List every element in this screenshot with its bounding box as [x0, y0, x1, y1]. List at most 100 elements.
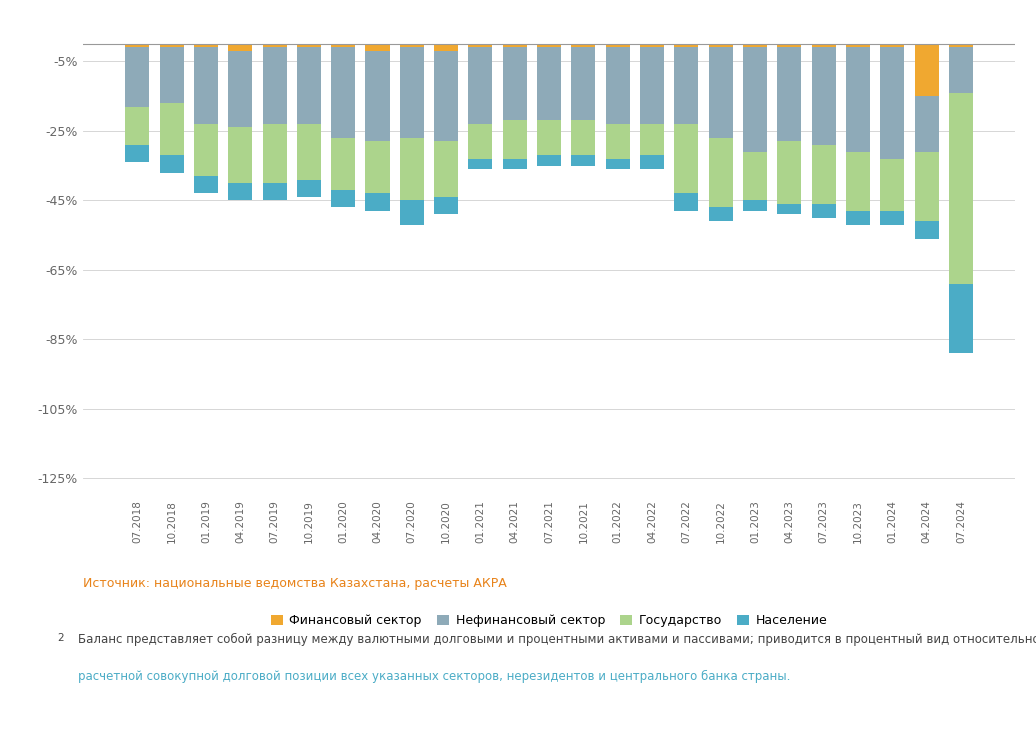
Bar — [400, 47, 424, 138]
Bar — [262, 124, 287, 183]
Bar — [297, 180, 321, 197]
Bar — [640, 44, 664, 47]
Bar — [194, 47, 218, 124]
Bar — [125, 145, 149, 162]
Bar — [606, 124, 630, 158]
Bar — [400, 44, 424, 47]
Bar — [709, 44, 732, 47]
Bar — [811, 47, 836, 145]
Bar — [572, 121, 596, 155]
Bar — [262, 183, 287, 201]
Bar — [537, 44, 562, 47]
Bar — [537, 47, 562, 121]
Bar — [537, 155, 562, 166]
Bar — [160, 44, 183, 47]
Bar — [366, 44, 390, 51]
Bar — [674, 44, 698, 47]
Bar — [949, 283, 973, 353]
Bar — [228, 183, 252, 201]
Bar — [125, 107, 149, 145]
Bar — [674, 47, 698, 124]
Bar — [434, 44, 458, 51]
Bar — [846, 47, 870, 152]
Bar — [194, 44, 218, 47]
Text: Источник: национальные ведомства Казахстана, расчеты АКРА: Источник: национальные ведомства Казахст… — [83, 577, 507, 591]
Bar — [674, 124, 698, 193]
Bar — [502, 121, 526, 158]
Bar — [125, 44, 149, 47]
Bar — [811, 44, 836, 47]
Bar — [743, 201, 767, 211]
Bar — [434, 197, 458, 215]
Bar — [537, 121, 562, 155]
Bar — [572, 44, 596, 47]
Bar — [811, 204, 836, 218]
Bar — [297, 44, 321, 47]
Bar — [949, 44, 973, 47]
Bar — [502, 44, 526, 47]
Bar — [468, 124, 492, 158]
Bar — [709, 207, 732, 221]
Bar — [881, 44, 904, 47]
Bar — [949, 92, 973, 283]
Bar — [194, 176, 218, 193]
Bar — [674, 193, 698, 211]
Bar — [709, 47, 732, 138]
Bar — [366, 193, 390, 211]
Text: 2: 2 — [57, 633, 63, 643]
Bar — [502, 47, 526, 121]
Bar — [228, 44, 252, 51]
Bar — [262, 47, 287, 124]
Bar — [332, 47, 355, 138]
Bar — [572, 155, 596, 166]
Bar — [915, 221, 939, 238]
Bar — [709, 138, 732, 207]
Bar — [400, 138, 424, 201]
Text: расчетной совокупной долговой позиции всех указанных секторов, нерезидентов и це: расчетной совокупной долговой позиции вс… — [78, 670, 790, 683]
Bar — [194, 124, 218, 176]
Bar — [915, 152, 939, 221]
Bar — [640, 47, 664, 124]
Legend: Финансовый сектор, Нефинансовый сектор, Государство, Население: Финансовый сектор, Нефинансовый сектор, … — [270, 614, 828, 628]
Bar — [846, 152, 870, 211]
Bar — [262, 44, 287, 47]
Bar — [606, 158, 630, 169]
Bar — [881, 211, 904, 225]
Bar — [468, 158, 492, 169]
Bar — [297, 124, 321, 180]
Bar — [434, 51, 458, 141]
Bar — [366, 51, 390, 141]
Bar — [228, 127, 252, 183]
Bar — [846, 44, 870, 47]
Bar — [228, 51, 252, 127]
Bar — [777, 44, 801, 47]
Bar — [743, 47, 767, 152]
Bar — [332, 138, 355, 190]
Bar — [502, 158, 526, 169]
Bar — [777, 204, 801, 215]
Bar — [640, 124, 664, 155]
Bar — [640, 155, 664, 169]
Bar — [332, 190, 355, 207]
Bar — [297, 47, 321, 124]
Bar — [881, 47, 904, 158]
Bar — [468, 44, 492, 47]
Bar — [743, 152, 767, 201]
Bar — [160, 47, 183, 103]
Text: Баланс представляет собой разницу между валютными долговыми и процентными актива: Баланс представляет собой разницу между … — [78, 633, 1036, 646]
Bar — [743, 44, 767, 47]
Bar — [606, 47, 630, 124]
Bar — [572, 47, 596, 121]
Bar — [125, 47, 149, 107]
Bar — [881, 158, 904, 211]
Bar — [160, 155, 183, 172]
Bar — [160, 103, 183, 155]
Bar — [606, 44, 630, 47]
Bar — [400, 201, 424, 225]
Bar — [846, 211, 870, 225]
Bar — [434, 141, 458, 197]
Bar — [811, 145, 836, 204]
Bar — [332, 44, 355, 47]
Bar — [949, 47, 973, 92]
Bar — [366, 141, 390, 193]
